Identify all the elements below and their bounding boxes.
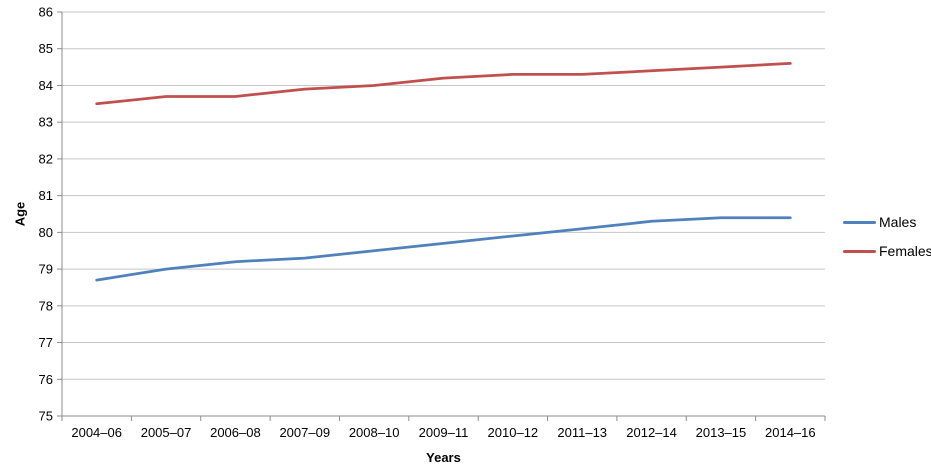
y-axis-tick-label: 83 <box>39 115 53 130</box>
y-axis-tick-labels: 75 76 77 78 79 80 81 82 83 84 85 86 <box>39 5 53 424</box>
y-axis-tick-label: 85 <box>39 41 53 56</box>
y-axis-tick-label: 79 <box>39 262 53 277</box>
legend-item-females: Females <box>843 241 931 261</box>
x-axis-ticks <box>61 416 826 421</box>
x-axis-tick-label: 2012–14 <box>626 425 677 440</box>
x-axis-tick-label: 2010–12 <box>488 425 539 440</box>
x-axis-tick-label: 2009–11 <box>419 425 469 440</box>
x-axis-tick-label: 2004–06 <box>71 425 122 440</box>
legend: Males Females <box>843 212 931 261</box>
legend-line-swatch-females <box>843 249 876 253</box>
legend-line-swatch-males <box>843 220 876 224</box>
y-axis-tick-label: 86 <box>39 5 53 20</box>
y-axis-tick-label: 75 <box>39 409 53 424</box>
data-series <box>95 62 792 282</box>
x-axis-tick-label: 2008–10 <box>349 425 400 440</box>
x-axis-tick-label: 2011–13 <box>557 425 607 440</box>
x-axis-tick-label: 2005–07 <box>141 425 192 440</box>
y-axis-tick-label: 76 <box>39 372 53 387</box>
x-axis-tick-label: 2007–09 <box>279 425 330 440</box>
x-axis-tick-labels: 2004–06 2005–07 2006–08 2007–09 2008–10 2009–… <box>71 425 815 440</box>
y-axis-tick-label: 80 <box>39 225 53 240</box>
x-axis-tick-label: 2014–16 <box>765 425 816 440</box>
x-axis-title: Years <box>426 450 461 465</box>
legend-item-males: Males <box>843 212 931 232</box>
y-axis-tick-label: 82 <box>39 151 53 166</box>
series-line-males <box>95 216 792 282</box>
gridlines <box>62 11 825 380</box>
y-axis-tick-label: 77 <box>39 335 53 350</box>
y-axis-tick-label: 81 <box>39 188 53 203</box>
y-axis-title: Age <box>12 201 28 227</box>
legend-label-males: Males <box>879 214 917 230</box>
y-axis-tick-label: 84 <box>39 78 53 93</box>
y-axis-ticks <box>57 11 62 417</box>
axes <box>61 12 825 417</box>
legend-label-females: Females <box>879 243 931 259</box>
x-axis-tick-label: 2006–08 <box>210 425 261 440</box>
series-line-females <box>95 62 792 106</box>
x-axis-tick-label: 2013–15 <box>696 425 747 440</box>
y-axis-tick-label: 78 <box>39 298 53 313</box>
